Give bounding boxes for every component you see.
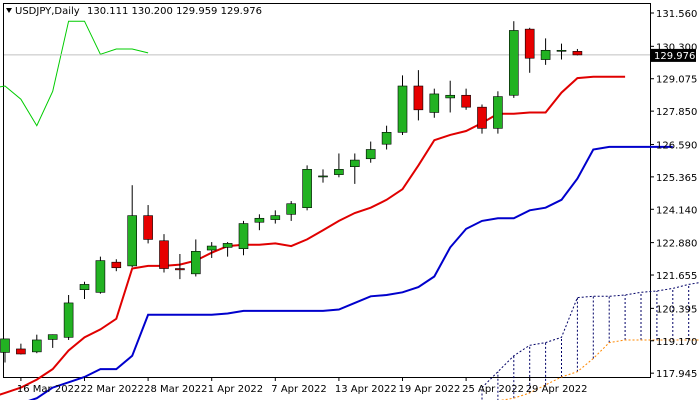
candle-body bbox=[445, 94, 456, 99]
candle-body bbox=[508, 30, 519, 96]
candle-body bbox=[365, 149, 376, 160]
kijun-sen-line bbox=[28, 145, 673, 400]
y-tick-label: 130.300 bbox=[656, 42, 697, 53]
candle-body bbox=[477, 106, 487, 129]
candle-body bbox=[159, 240, 169, 269]
chart-symbol-title: USDJPY,Daily bbox=[15, 6, 80, 17]
candle-body bbox=[572, 51, 583, 56]
candle-body bbox=[381, 132, 392, 145]
candle-body bbox=[318, 175, 328, 178]
candle-body bbox=[540, 49, 551, 60]
candle-body bbox=[238, 223, 249, 249]
candle-body bbox=[349, 159, 360, 167]
x-tick-label: 13 Apr 2022 bbox=[335, 384, 397, 395]
candle-body bbox=[191, 251, 201, 275]
candle-body bbox=[254, 217, 265, 223]
candle-body bbox=[286, 203, 297, 215]
candle-body bbox=[79, 284, 90, 291]
candle-body bbox=[127, 215, 137, 267]
y-tick-label: 119.170 bbox=[656, 337, 697, 348]
candle-body bbox=[429, 93, 440, 113]
x-tick-label: 25 Apr 2022 bbox=[462, 384, 524, 395]
x-tick-label: 7 Apr 2022 bbox=[271, 384, 326, 395]
candle-body bbox=[143, 215, 153, 240]
x-tick-label: 16 Mar 2022 bbox=[17, 384, 80, 395]
current-price-label: 129.976 bbox=[654, 51, 695, 62]
y-tick-label: 127.850 bbox=[656, 107, 697, 118]
chart-ohlc-readout: 130.111 130.200 129.959 129.976 bbox=[87, 6, 262, 17]
candle-body bbox=[175, 268, 185, 271]
senkou-span-a-line bbox=[499, 339, 700, 400]
candle-body bbox=[47, 334, 58, 340]
x-tick-label: 29 Apr 2022 bbox=[526, 384, 588, 395]
y-tick-label: 122.880 bbox=[656, 239, 697, 250]
y-tick-label: 120.395 bbox=[656, 304, 697, 315]
x-tick-label: 1 Apr 2022 bbox=[208, 384, 263, 395]
candle-body bbox=[302, 169, 312, 208]
candle-body bbox=[413, 85, 424, 111]
senkou-span-b-line bbox=[481, 282, 700, 388]
candle-body bbox=[111, 261, 122, 269]
candle-body bbox=[63, 302, 74, 338]
chikou-span-line bbox=[0, 20, 149, 127]
tenkan-sen-line bbox=[0, 75, 626, 396]
y-tick-label: 126.590 bbox=[656, 140, 697, 151]
x-tick-label: 28 Mar 2022 bbox=[144, 384, 207, 395]
candle-body bbox=[397, 85, 408, 133]
candle-body bbox=[16, 348, 26, 355]
candle-body bbox=[493, 96, 503, 129]
candle-body bbox=[270, 215, 281, 220]
candle-body bbox=[95, 260, 106, 293]
candle-body bbox=[524, 28, 535, 59]
y-tick-label: 131.560 bbox=[656, 9, 697, 20]
plot-area bbox=[3, 3, 651, 378]
chart-header-triangle-icon bbox=[6, 8, 12, 13]
candle-body bbox=[206, 245, 217, 251]
candle-body bbox=[31, 339, 42, 353]
candle-body bbox=[334, 169, 344, 175]
x-tick-label: 22 Mar 2022 bbox=[81, 384, 144, 395]
x-tick-label: 19 Apr 2022 bbox=[399, 384, 461, 395]
y-tick-label: 121.655 bbox=[656, 271, 697, 282]
candle-body bbox=[222, 243, 233, 248]
y-tick-label: 129.075 bbox=[656, 75, 697, 86]
y-tick-label: 124.140 bbox=[656, 205, 697, 216]
current-price-marker bbox=[651, 48, 696, 62]
y-tick-label: 125.365 bbox=[656, 173, 697, 184]
candle-body bbox=[556, 49, 567, 52]
y-tick-label: 117.945 bbox=[656, 369, 697, 380]
candle-body bbox=[461, 94, 471, 108]
candle-body bbox=[0, 338, 10, 353]
